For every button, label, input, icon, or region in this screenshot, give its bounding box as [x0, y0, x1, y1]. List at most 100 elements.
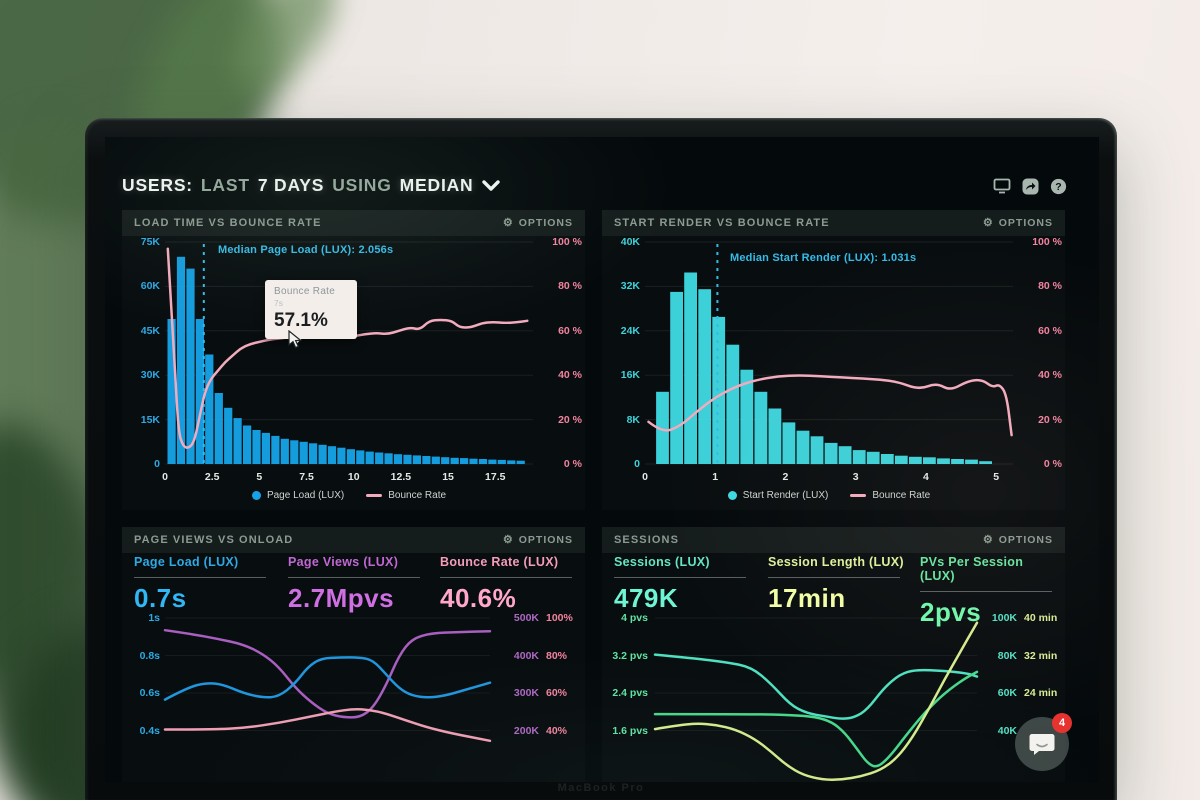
- chevron-down-icon: [481, 180, 500, 191]
- load-time-chart-plot[interactable]: 0 2.5 5 7.5 10 12.5 15 17.5: [162, 241, 533, 483]
- svg-text:2.5: 2.5: [205, 471, 220, 483]
- panel-header: LOAD TIME VS BOUNCE RATE ⚙ OPTIONS: [122, 210, 585, 236]
- metric-value: 479K: [614, 583, 679, 613]
- options-button[interactable]: ⚙ OPTIONS: [983, 534, 1053, 546]
- options-button[interactable]: ⚙ OPTIONS: [503, 217, 573, 229]
- y-axis-right-bounce: 100% 80% 60% 40%: [546, 612, 590, 762]
- axis-tick-label: 300K: [513, 687, 539, 699]
- metric-page-views: Page Views (LUX) 2.7Mpvs: [288, 555, 428, 614]
- axis-tick-label: 8K: [626, 413, 640, 426]
- metric-underline: [920, 591, 1052, 592]
- y-axis-left: 40K 32K 24K 16K 8K 0: [606, 236, 640, 502]
- header-using: USING: [332, 175, 392, 195]
- median-annotation: Median Page Load (LUX): 2.056s: [218, 244, 394, 256]
- panel-header: SESSIONS ⚙ OPTIONS: [602, 527, 1065, 553]
- axis-tick-label: 20 %: [558, 413, 582, 426]
- legend-line-swatch: [366, 494, 383, 497]
- metric-label: PVs Per Session (LUX): [920, 555, 1024, 583]
- axis-tick-label: 75K: [140, 236, 160, 248]
- axis-tick-label: 1.6 pvs: [612, 724, 648, 737]
- axis-tick-label: 24 min: [1024, 687, 1058, 699]
- metric-underline: [768, 577, 900, 578]
- legend-label: Start Render (LUX): [742, 490, 829, 501]
- axis-tick-label: 45K: [140, 324, 160, 337]
- svg-text:2: 2: [783, 471, 789, 483]
- metric-value: 2pvs: [920, 597, 982, 627]
- axis-tick-label: 200K: [513, 724, 539, 737]
- device-label: MacBook Pro: [557, 782, 645, 794]
- axis-tick-label: 0.8s: [139, 649, 160, 662]
- options-label: OPTIONS: [998, 534, 1053, 546]
- axis-tick-label: 60%: [546, 687, 568, 699]
- tooltip-title: Bounce Rate: [274, 286, 336, 297]
- axis-tick-label: 40 %: [558, 369, 582, 382]
- axis-tick-label: 60 %: [1038, 324, 1062, 337]
- panel-sessions: SESSIONS ⚙ OPTIONS Sessions (LUX) 479K S…: [602, 527, 1065, 782]
- header-median: MEDIAN: [399, 175, 474, 195]
- panel-title: PAGE VIEWS VS ONLOAD: [134, 534, 294, 546]
- metric-underline: [288, 577, 420, 578]
- axis-tick-label: 40 %: [1038, 369, 1062, 382]
- legend-label: Bounce Rate: [388, 490, 447, 501]
- axis-tick-label: 30K: [140, 369, 160, 382]
- metric-underline: [440, 577, 572, 578]
- metric-value: 0.7s: [134, 583, 187, 613]
- axis-tick-label: 100K: [991, 612, 1017, 624]
- y-axis-right-sessions: 100K 80K 60K 40K: [987, 612, 1017, 762]
- dashboard-screen: USERS: LAST 7 DAYS USING MEDIAN ?: [105, 137, 1099, 782]
- axis-tick-label: 40K: [620, 236, 640, 248]
- axis-tick-label: 1s: [148, 612, 160, 624]
- metric-bounce-rate: Bounce Rate (LUX) 40.6%: [440, 555, 580, 614]
- panel-title: SESSIONS: [614, 534, 680, 546]
- axis-tick-label: 100%: [546, 612, 573, 624]
- chat-widget-button[interactable]: 4: [1015, 713, 1072, 771]
- options-label: OPTIONS: [518, 217, 573, 229]
- axis-tick-label: 0 %: [563, 457, 582, 470]
- svg-text:5: 5: [256, 471, 262, 483]
- axis-tick-label: 0.6s: [139, 687, 160, 699]
- panel-load-time-vs-bounce-rate: LOAD TIME VS BOUNCE RATE ⚙ OPTIONS 75K 60…: [122, 210, 585, 510]
- start-render-chart-plot[interactable]: 0 1 2 3 4 5: [642, 241, 1013, 483]
- axis-tick-label: 2.4 pvs: [612, 687, 648, 699]
- panel-header: PAGE VIEWS VS ONLOAD ⚙ OPTIONS: [122, 527, 585, 553]
- display-icon[interactable]: [993, 177, 1011, 195]
- axis-tick-label: 4 pvs: [621, 612, 648, 624]
- axis-tick-label: 15K: [140, 413, 160, 426]
- options-button[interactable]: ⚙ OPTIONS: [503, 534, 573, 546]
- metric-value: 40.6%: [440, 583, 517, 613]
- axis-tick-label: 80 %: [1038, 280, 1062, 293]
- axis-tick-label: 32K: [620, 280, 640, 293]
- options-button[interactable]: ⚙ OPTIONS: [983, 217, 1053, 229]
- svg-text:0: 0: [162, 471, 168, 483]
- onload-lines-plot[interactable]: [163, 610, 492, 782]
- share-icon[interactable]: [1021, 177, 1039, 195]
- svg-text:15: 15: [442, 471, 454, 483]
- legend-item: Page Load (LUX): [251, 490, 344, 501]
- y-axis-right: 100 % 80 % 60 % 40 % 20 % 0 %: [538, 236, 582, 502]
- legend-item: Bounce Rate: [366, 490, 446, 501]
- tooltip-value: 57.1%: [274, 310, 328, 331]
- svg-text:10: 10: [348, 471, 360, 483]
- help-icon[interactable]: ?: [1049, 177, 1067, 195]
- y-axis-right: 100 % 80 % 60 % 40 % 20 % 0 %: [1018, 236, 1062, 502]
- metric-label: Page Load (LUX): [134, 555, 239, 569]
- svg-text:4: 4: [923, 471, 929, 483]
- panel-start-render-vs-bounce-rate: START RENDER VS BOUNCE RATE ⚙ OPTIONS 40…: [602, 210, 1065, 510]
- axis-tick-label: 60 %: [558, 324, 582, 337]
- gear-icon: ⚙: [502, 533, 514, 546]
- legend-dot-swatch: [727, 491, 737, 500]
- tooltip-subtitle: 7s: [274, 298, 283, 308]
- metric-value: 17min: [768, 583, 846, 613]
- gear-icon: ⚙: [502, 216, 514, 229]
- axis-tick-label: 80 %: [558, 280, 582, 293]
- mouse-cursor-icon: [288, 330, 303, 349]
- metric-label: Bounce Rate (LUX): [440, 555, 559, 569]
- header-last: LAST: [200, 175, 250, 195]
- users-period-dropdown[interactable]: USERS: LAST 7 DAYS USING MEDIAN: [122, 175, 500, 196]
- sessions-lines-plot[interactable]: [653, 610, 979, 782]
- legend-item: Bounce Rate: [850, 490, 930, 501]
- axis-tick-label: 500K: [513, 612, 539, 624]
- y-axis-right-minutes: 40 min 32 min 24 min: [1024, 612, 1070, 725]
- svg-text:3: 3: [853, 471, 859, 483]
- axis-tick-label: 20 %: [1038, 413, 1062, 426]
